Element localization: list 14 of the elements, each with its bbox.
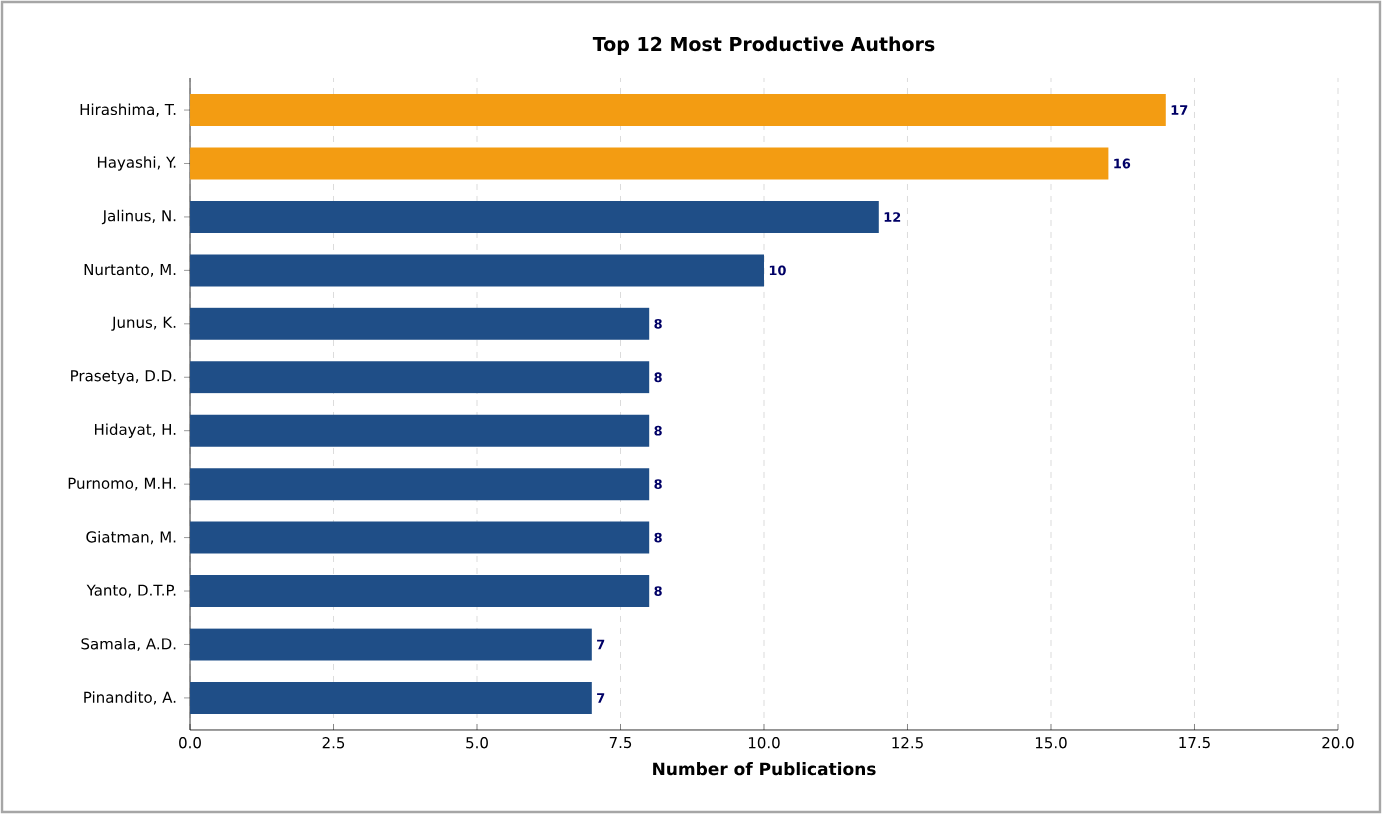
bar xyxy=(190,681,592,714)
x-axis-title: Number of Publications xyxy=(653,762,876,776)
bar xyxy=(190,307,650,340)
bar xyxy=(190,94,1166,127)
bar xyxy=(190,628,592,661)
bar xyxy=(190,521,650,554)
bar xyxy=(190,575,650,608)
bar xyxy=(190,414,650,447)
bar xyxy=(190,147,1109,180)
bar xyxy=(190,468,650,501)
bar xyxy=(190,361,650,394)
chart-title: Top 12 Most Productive Authors xyxy=(592,36,935,55)
bar xyxy=(190,200,879,233)
bar xyxy=(190,254,764,287)
